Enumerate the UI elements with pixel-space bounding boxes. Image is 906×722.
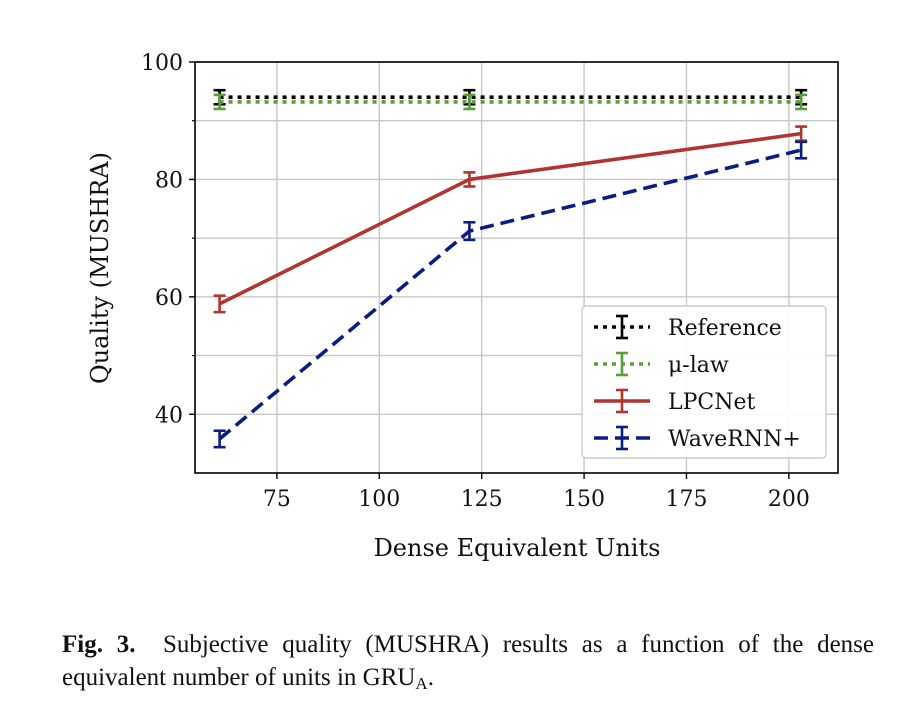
legend-label: Reference — [668, 316, 782, 341]
series-3 — [213, 140, 808, 449]
x-tick-label: 100 — [358, 487, 400, 512]
ticks: 75 100 125 150 175 200 40 60 80 100 — [141, 51, 810, 512]
y-axis-label: Quality (MUSHRA) — [86, 152, 114, 384]
error-bar — [213, 93, 226, 111]
x-axis-label: Dense Equivalent Units — [374, 534, 661, 562]
y-tick-label: 60 — [155, 286, 183, 311]
chart: 75 100 125 150 175 200 40 60 80 100 Dense Equival… — [86, 51, 839, 562]
error-bar — [795, 140, 808, 160]
legend: Reference μ-law LPCNet WaveRNN+ — [581, 305, 827, 459]
y-tick-label: 40 — [155, 403, 183, 428]
x-tick-label: 150 — [563, 487, 605, 512]
x-tick-label: 200 — [768, 487, 810, 512]
series-1 — [213, 93, 808, 111]
error-bar — [213, 429, 226, 449]
caption-text: Subjective quality (MUSHRA) results as a… — [62, 631, 874, 691]
legend-item: Reference — [594, 314, 782, 341]
error-bar — [463, 171, 476, 188]
error-bar — [463, 220, 476, 242]
error-bar — [463, 93, 476, 111]
legend-box — [581, 305, 827, 459]
figure-caption: Fig. 3. Subjective quality (MUSHRA) resu… — [62, 631, 874, 693]
x-tick-label: 75 — [263, 487, 291, 512]
caption-label: Fig. 3 — [62, 631, 130, 658]
caption-end: . — [427, 664, 434, 691]
legend-item: WaveRNN+ — [594, 425, 801, 452]
error-bar — [213, 294, 226, 314]
x-tick-label: 125 — [461, 487, 503, 512]
plot-frame — [194, 61, 839, 474]
legend-item: μ-law — [594, 351, 729, 378]
series-layer — [213, 88, 808, 449]
y-tick-label: 80 — [155, 168, 183, 193]
legend-item: LPCNet — [594, 388, 756, 415]
caption-subscript: A — [415, 674, 428, 693]
legend-label: LPCNet — [668, 390, 756, 415]
error-bar — [795, 93, 808, 111]
y-tick-label: 100 — [141, 51, 183, 76]
x-tick-label: 175 — [665, 487, 707, 512]
legend-label: μ-law — [668, 353, 729, 378]
legend-label: WaveRNN+ — [668, 427, 801, 452]
